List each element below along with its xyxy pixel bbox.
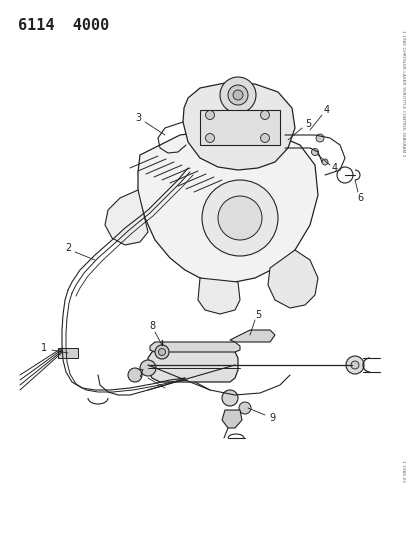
Circle shape <box>260 133 270 142</box>
Text: 3: 3 <box>135 113 141 123</box>
Polygon shape <box>183 83 295 170</box>
Circle shape <box>311 149 319 156</box>
Polygon shape <box>268 250 318 308</box>
Polygon shape <box>230 330 275 342</box>
Text: 2: 2 <box>65 243 71 253</box>
Text: 6: 6 <box>357 193 363 203</box>
Circle shape <box>346 356 364 374</box>
Circle shape <box>351 361 359 369</box>
Text: 9: 9 <box>269 413 275 423</box>
Text: 8: 8 <box>149 321 155 331</box>
Circle shape <box>239 402 251 414</box>
Circle shape <box>222 390 238 406</box>
Circle shape <box>128 368 142 382</box>
Text: 1 1986-01: 1 1986-01 <box>401 460 405 482</box>
Text: 4: 4 <box>324 105 330 115</box>
Circle shape <box>233 90 243 100</box>
Text: 1 1986 CHRYSLER LASER THROTTLE CONTROL DIAGRAM 2: 1 1986 CHRYSLER LASER THROTTLE CONTROL D… <box>401 30 405 157</box>
Circle shape <box>316 134 324 142</box>
Polygon shape <box>58 348 78 358</box>
Polygon shape <box>200 110 280 145</box>
Circle shape <box>206 110 215 119</box>
Polygon shape <box>138 128 318 282</box>
Circle shape <box>206 133 215 142</box>
Text: 1: 1 <box>41 343 47 353</box>
Polygon shape <box>222 410 242 428</box>
Polygon shape <box>198 278 240 314</box>
Circle shape <box>140 360 156 376</box>
Polygon shape <box>150 342 240 352</box>
Circle shape <box>228 85 248 105</box>
Circle shape <box>155 345 169 359</box>
Text: 6114  4000: 6114 4000 <box>18 18 109 33</box>
Text: 5: 5 <box>255 310 261 320</box>
Circle shape <box>260 110 270 119</box>
Circle shape <box>202 180 278 256</box>
Polygon shape <box>148 348 238 382</box>
Circle shape <box>218 196 262 240</box>
Text: 4: 4 <box>332 163 338 173</box>
Polygon shape <box>105 190 148 245</box>
Circle shape <box>220 77 256 113</box>
Circle shape <box>322 159 328 165</box>
Text: 5: 5 <box>305 119 311 129</box>
Circle shape <box>158 349 166 356</box>
Text: 7: 7 <box>137 369 143 379</box>
